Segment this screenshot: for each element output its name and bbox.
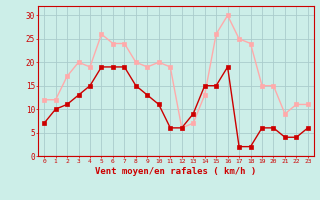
- X-axis label: Vent moyen/en rafales ( km/h ): Vent moyen/en rafales ( km/h ): [95, 167, 257, 176]
